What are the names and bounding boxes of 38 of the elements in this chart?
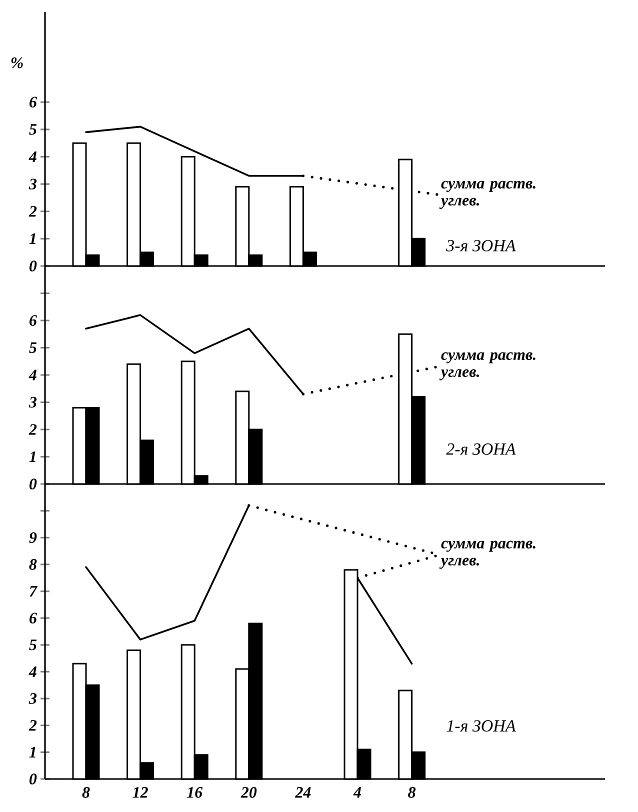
y-tick-label: 3 — [28, 396, 37, 408]
y-tick-label: 9 — [29, 532, 37, 544]
y-tick-label: 4 — [28, 666, 36, 677]
y-tick-label: 5 — [29, 640, 37, 650]
x-tick-label: 8 — [408, 787, 416, 798]
y-tick-label: 1 — [29, 451, 36, 462]
y-tick-label: 6 — [30, 612, 37, 624]
y-tick-label: 0 — [30, 774, 37, 784]
y-tick-label: 6 — [30, 315, 37, 326]
y-tick-label: 5 — [29, 124, 37, 135]
y-tick-label: 4 — [28, 151, 36, 162]
text: 1-я ЗОНА — [446, 720, 516, 732]
y-tick-label: 2 — [28, 206, 37, 217]
text: сумма раств. углев. — [439, 352, 536, 380]
y-tick-label: 3 — [28, 693, 37, 704]
x-tick-label: 8 — [82, 787, 90, 798]
text: 3-я ЗОНА — [446, 240, 516, 252]
x-tick-label: 16 — [186, 787, 203, 798]
y-axis-title: % — [11, 57, 23, 68]
y-tick-label: 2 — [28, 424, 37, 435]
y-tick-label: 7 — [30, 586, 38, 597]
y-tick-label: 8 — [29, 559, 37, 570]
text: сумма раств. углев. — [439, 180, 536, 209]
y-tick-label: 4 — [28, 370, 36, 380]
y-tick-label: 2 — [28, 720, 37, 731]
y-tick-label: 1 — [29, 233, 36, 244]
y-tick-label: 0 — [30, 478, 37, 490]
y-tick-label: 1 — [29, 746, 36, 758]
x-tick-label: 12 — [132, 787, 148, 798]
y-tick-label: 5 — [29, 342, 37, 354]
x-tick-label: 4 — [353, 787, 362, 798]
x-tick-label: 24 — [295, 787, 311, 798]
text: 2-я ЗОНА — [446, 443, 516, 455]
x-tick-label: 20 — [240, 787, 257, 798]
text: сумма раств. углев. — [439, 540, 536, 569]
y-tick-label: 6 — [30, 96, 37, 108]
y-tick-label: 0 — [30, 260, 37, 272]
y-tick-label: 3 — [28, 178, 37, 190]
